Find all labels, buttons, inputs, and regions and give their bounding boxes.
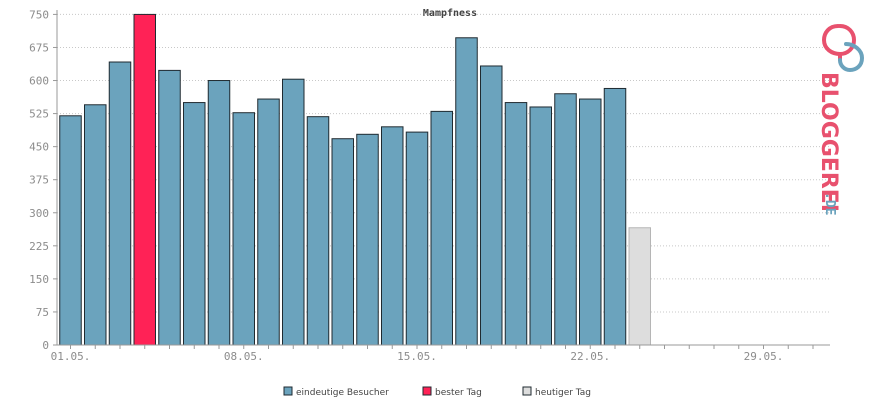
bar bbox=[405, 131, 429, 346]
bar bbox=[282, 78, 305, 346]
legend-swatch bbox=[283, 386, 293, 396]
bar bbox=[207, 80, 231, 346]
legend-label: heutiger Tag bbox=[535, 388, 591, 398]
bar bbox=[504, 102, 528, 346]
brand-logo: BLOGGEREI .DE bbox=[816, 24, 865, 215]
y-tick-label: 675 bbox=[29, 41, 49, 54]
y-tick-label: 525 bbox=[29, 108, 49, 121]
bar bbox=[108, 61, 132, 346]
bar bbox=[455, 37, 478, 346]
chart-title: Mampfness bbox=[423, 8, 477, 19]
legend-swatch bbox=[422, 386, 432, 396]
bars bbox=[59, 13, 651, 346]
x-tick-label: 08.05. bbox=[224, 350, 264, 363]
y-tick-label: 600 bbox=[29, 75, 49, 88]
legend: eindeutige Besucher bester Tag heutiger Ta… bbox=[283, 386, 591, 398]
y-tick-label: 375 bbox=[29, 174, 49, 187]
bar bbox=[158, 69, 181, 346]
x-tick-label: 15.05. bbox=[397, 350, 437, 363]
y-tick-label: 0 bbox=[42, 339, 49, 352]
bar bbox=[133, 13, 156, 346]
y-tick-label: 75 bbox=[36, 306, 49, 319]
bloggerei-logo-icon bbox=[821, 24, 865, 73]
bar bbox=[306, 116, 330, 346]
bar bbox=[183, 102, 206, 346]
axes bbox=[56, 10, 830, 346]
bar bbox=[331, 138, 354, 346]
y-tick-label: 150 bbox=[29, 273, 49, 286]
bar bbox=[356, 133, 379, 346]
bar bbox=[59, 115, 82, 346]
y-tick-label: 450 bbox=[29, 141, 49, 154]
y-tick-label: 750 bbox=[29, 8, 49, 21]
bar bbox=[257, 98, 280, 346]
bar bbox=[628, 227, 651, 346]
bar bbox=[579, 98, 602, 346]
bar bbox=[554, 93, 577, 346]
bar bbox=[84, 104, 107, 346]
bar bbox=[381, 126, 404, 346]
legend-label: bester Tag bbox=[435, 388, 482, 398]
brand-suffix: .DE bbox=[822, 192, 837, 215]
bar bbox=[480, 65, 503, 346]
y-tick-label: 225 bbox=[29, 240, 49, 253]
bar bbox=[603, 87, 627, 346]
x-tick-label: 22.05. bbox=[570, 350, 610, 363]
bar bbox=[232, 112, 255, 346]
x-axis-ticks: 01.05. 08.05. 15.05. 22.05. 29.05. bbox=[51, 345, 814, 363]
bar bbox=[430, 110, 453, 346]
legend-label: eindeutige Besucher bbox=[296, 388, 389, 398]
y-tick-label: 300 bbox=[29, 207, 49, 220]
brand-name: BLOGGEREI bbox=[816, 72, 841, 212]
legend-swatch bbox=[522, 386, 532, 396]
bar bbox=[529, 106, 552, 346]
x-tick-label: 29.05. bbox=[744, 350, 784, 363]
x-tick-label: 01.05. bbox=[51, 350, 91, 363]
y-axis-ticks: 0 75 150 225 300 375 450 525 600 675 750 bbox=[29, 8, 57, 352]
